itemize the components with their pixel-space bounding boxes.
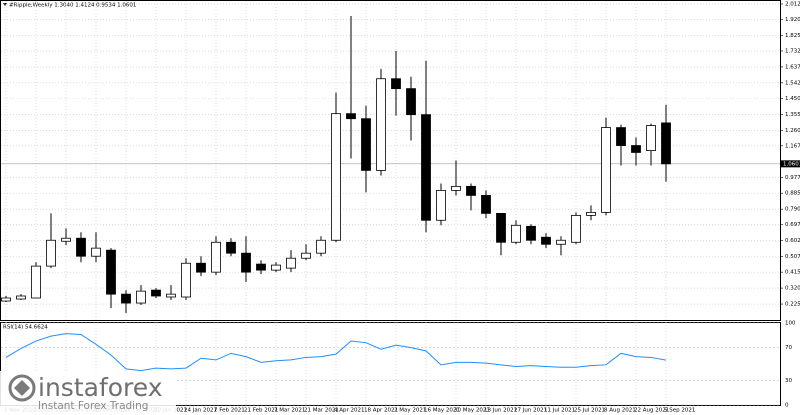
candle-body	[571, 215, 581, 243]
candle-body	[31, 265, 41, 299]
x-tick-label: 7 Mar 2021	[274, 408, 305, 414]
x-tick-label: 18 Apr 2021	[364, 408, 398, 414]
candle-body	[211, 241, 221, 273]
candle-body	[631, 145, 641, 153]
x-tick-label: 5 Sep 2021	[664, 408, 695, 414]
candle-body	[361, 118, 371, 171]
candle-body	[466, 185, 476, 196]
x-tick-label: 7 Feb 2021	[214, 408, 245, 414]
y-tick-label: 1.4500	[785, 96, 800, 102]
y-tick-label: 1.3550	[785, 112, 800, 118]
rsi-tick-label: 0	[785, 403, 789, 409]
candle-body	[271, 264, 281, 271]
y-tick-label: 0.6975	[785, 222, 800, 228]
candle-body	[46, 239, 56, 267]
candle-body	[256, 263, 266, 271]
rsi-tick-label: 70	[785, 345, 792, 351]
candle-body	[16, 295, 26, 300]
candle-body	[301, 252, 311, 259]
x-tick-label: 24 Jan 2021	[184, 408, 217, 414]
candle-body	[646, 125, 656, 151]
candle-body	[616, 127, 626, 146]
candle-body	[226, 241, 236, 254]
candle-body	[526, 225, 536, 241]
watermark-logo	[8, 374, 36, 402]
y-tick-label: 1.7325	[785, 48, 800, 54]
y-tick-label: 0.6025	[785, 238, 800, 244]
candle-body	[121, 293, 131, 304]
x-tick-label: 4 Apr 2021	[334, 408, 365, 414]
candle-body	[61, 237, 71, 242]
candle-body	[241, 252, 251, 273]
x-tick-label: 27 Jun 2021	[514, 408, 547, 414]
x-tick-label: 25 Jul 2021	[574, 408, 605, 414]
watermark-tagline: Instant Forex Trading	[38, 400, 148, 412]
candle-body	[496, 212, 506, 243]
y-tick-label: 1.9200	[785, 17, 800, 23]
candle-body	[316, 239, 326, 254]
candle-body	[406, 88, 416, 116]
rsi-tick-label: 30	[785, 378, 792, 384]
candle-body	[481, 195, 491, 214]
y-tick-label: 1.1675	[785, 143, 800, 149]
y-tick-label: 2.0125	[785, 1, 800, 7]
candle-body	[286, 257, 296, 269]
candle-body	[91, 247, 101, 257]
watermark-brand: instaforex	[38, 373, 163, 402]
candle-body	[556, 239, 566, 245]
y-tick-label: 0.9775	[785, 175, 800, 181]
x-tick-label: 8 Aug 2021	[604, 408, 636, 414]
watermark-logo-mark	[14, 380, 30, 396]
candle-body	[586, 211, 596, 216]
candle-body	[76, 237, 86, 257]
candle-body	[661, 122, 671, 165]
candle-body	[436, 189, 446, 221]
candle-body	[541, 236, 551, 245]
candle-body	[376, 78, 386, 171]
candle-body	[136, 290, 146, 304]
last-price-label: 1.0601	[783, 161, 800, 167]
candle-body	[511, 224, 521, 243]
rsi-title: RSI(14) 54.6624	[3, 325, 48, 331]
x-tick-label: 11 Jul 2021	[544, 408, 575, 414]
candle-body	[106, 249, 116, 295]
candle-body	[166, 293, 176, 298]
candle-body	[331, 113, 341, 241]
candle-body	[346, 113, 356, 120]
y-tick-label: 1.5425	[785, 80, 800, 86]
candle-body	[601, 127, 611, 213]
x-tick-label: 13 Jun 2021	[484, 408, 517, 414]
y-tick-label: 0.5075	[785, 254, 800, 260]
last-price-box	[781, 160, 800, 168]
x-tick-label: 16 May 2021	[424, 408, 460, 414]
x-tick-label: 21 Mar 2021	[304, 408, 339, 414]
rsi-tick-label: 100	[785, 321, 796, 327]
candle-body	[421, 114, 431, 221]
y-tick-label: 1.6375	[785, 64, 800, 70]
y-tick-label: 1.8250	[785, 33, 800, 39]
chart-title: #Ripple,Weekly 1.3040 1.4124 0.9534 1.06…	[9, 3, 136, 9]
candle-body	[451, 185, 461, 191]
candle-body	[181, 262, 191, 298]
y-tick-label: 1.2600	[785, 128, 800, 134]
x-tick-label: 21 Feb 2021	[244, 408, 278, 414]
candle-body	[151, 289, 161, 297]
candle-body	[196, 262, 206, 273]
watermark: instaforex Instant Forex Trading	[0, 371, 176, 415]
candle-body	[1, 297, 11, 302]
x-tick-label: 2 May 2021	[394, 408, 426, 414]
candle-body	[391, 78, 401, 90]
x-tick-label: 30 May 2021	[454, 408, 490, 414]
rsi-line	[5, 333, 667, 372]
x-tick-label: 22 Aug 2021	[634, 408, 669, 414]
